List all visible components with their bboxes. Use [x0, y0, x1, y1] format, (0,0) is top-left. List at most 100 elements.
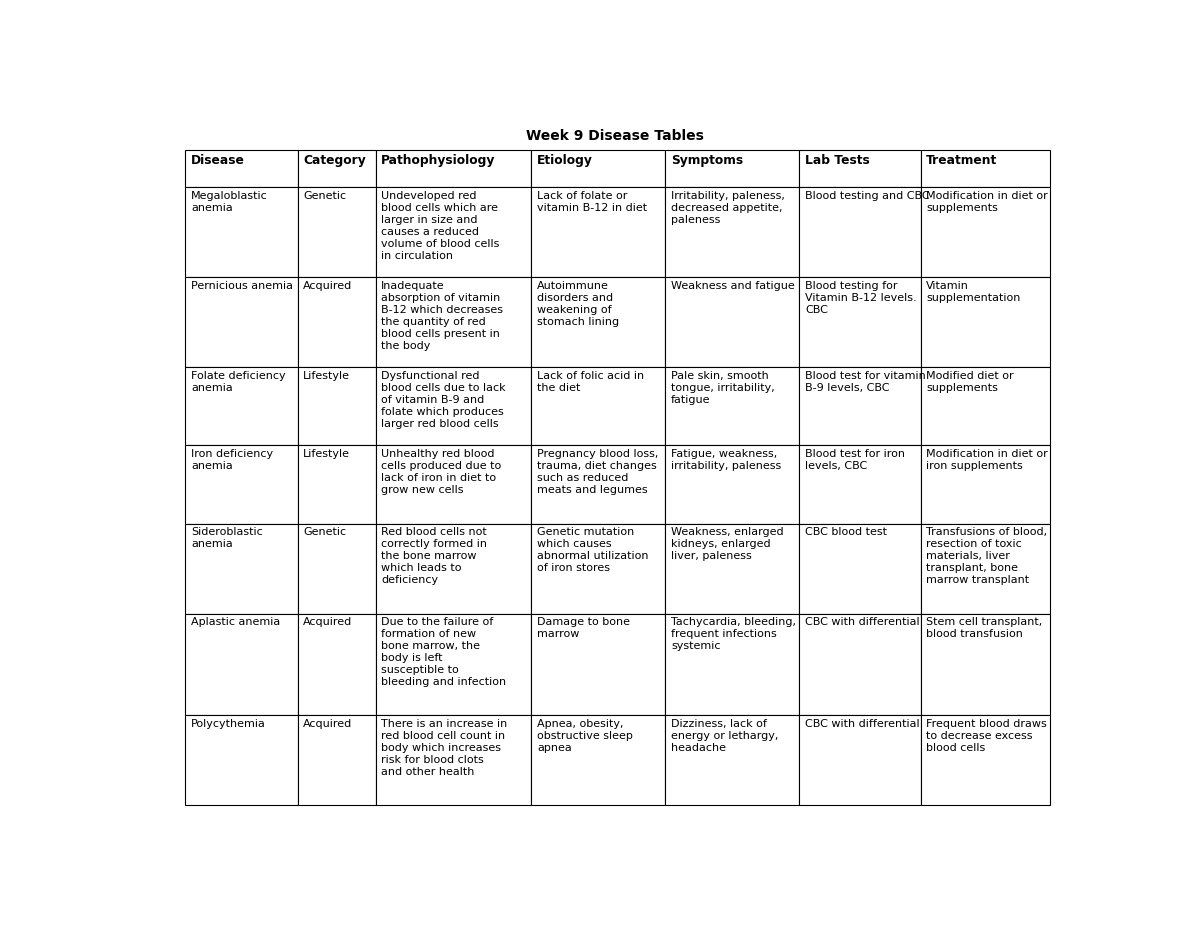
Bar — [920, 187, 1050, 277]
Bar — [298, 150, 376, 187]
Text: Disease: Disease — [191, 154, 245, 167]
Bar — [799, 187, 920, 277]
Text: Pernicious anemia: Pernicious anemia — [191, 281, 293, 291]
Bar — [920, 150, 1050, 187]
Text: Lab Tests: Lab Tests — [805, 154, 870, 167]
Bar — [298, 445, 376, 524]
Bar — [532, 367, 665, 445]
Bar — [298, 277, 376, 367]
Text: Due to the failure of
formation of new
bone marrow, the
body is left
susceptible: Due to the failure of formation of new b… — [382, 617, 506, 687]
Text: Inadequate
absorption of vitamin
B-12 which decreases
the quantity of red
blood : Inadequate absorption of vitamin B-12 wh… — [382, 281, 503, 350]
Bar — [799, 614, 920, 715]
Bar — [185, 524, 298, 614]
Bar — [799, 524, 920, 614]
Bar — [665, 277, 799, 367]
Text: Unhealthy red blood
cells produced due to
lack of iron in diet to
grow new cells: Unhealthy red blood cells produced due t… — [382, 449, 502, 495]
Text: Treatment: Treatment — [926, 154, 997, 167]
Text: Pathophysiology: Pathophysiology — [382, 154, 496, 167]
Text: There is an increase in
red blood cell count in
body which increases
risk for bl: There is an increase in red blood cell c… — [382, 718, 508, 777]
Text: Damage to bone
marrow: Damage to bone marrow — [536, 617, 630, 639]
Text: Modification in diet or
iron supplements: Modification in diet or iron supplements — [926, 449, 1048, 471]
Bar — [376, 614, 532, 715]
Text: Red blood cells not
correctly formed in
the bone marrow
which leads to
deficienc: Red blood cells not correctly formed in … — [382, 527, 487, 585]
Bar — [532, 614, 665, 715]
Bar — [665, 367, 799, 445]
Bar — [298, 187, 376, 277]
Bar — [185, 277, 298, 367]
Text: Blood test for vitamin
B-9 levels, CBC: Blood test for vitamin B-9 levels, CBC — [805, 371, 925, 392]
Bar — [185, 367, 298, 445]
Text: Irritability, paleness,
decreased appetite,
paleness: Irritability, paleness, decreased appeti… — [671, 191, 785, 224]
Text: Apnea, obesity,
obstructive sleep
apnea: Apnea, obesity, obstructive sleep apnea — [536, 718, 632, 753]
Text: Genetic: Genetic — [304, 191, 347, 201]
Bar — [665, 715, 799, 805]
Bar — [920, 367, 1050, 445]
Bar — [799, 445, 920, 524]
Bar — [665, 445, 799, 524]
Text: Blood testing and CBC: Blood testing and CBC — [805, 191, 930, 201]
Text: Lack of folic acid in
the diet: Lack of folic acid in the diet — [536, 371, 644, 392]
Bar — [376, 445, 532, 524]
Bar — [376, 277, 532, 367]
Bar — [532, 445, 665, 524]
Text: Pregnancy blood loss,
trauma, diet changes
such as reduced
meats and legumes: Pregnancy blood loss, trauma, diet chang… — [536, 449, 659, 495]
Bar — [665, 187, 799, 277]
Text: Acquired: Acquired — [304, 718, 353, 729]
Bar — [920, 445, 1050, 524]
Text: Frequent blood draws
to decrease excess
blood cells: Frequent blood draws to decrease excess … — [926, 718, 1046, 753]
Text: Weakness, enlarged
kidneys, enlarged
liver, paleness: Weakness, enlarged kidneys, enlarged liv… — [671, 527, 784, 561]
Text: Folate deficiency
anemia: Folate deficiency anemia — [191, 371, 286, 392]
Bar — [920, 614, 1050, 715]
Bar — [799, 277, 920, 367]
Text: Blood testing for
Vitamin B-12 levels.
CBC: Blood testing for Vitamin B-12 levels. C… — [805, 281, 917, 314]
Bar — [185, 715, 298, 805]
Bar — [532, 524, 665, 614]
Bar — [532, 277, 665, 367]
Bar — [376, 715, 532, 805]
Text: Weakness and fatigue: Weakness and fatigue — [671, 281, 794, 291]
Text: Polycythemia: Polycythemia — [191, 718, 265, 729]
Bar — [799, 150, 920, 187]
Text: Category: Category — [304, 154, 366, 167]
Text: Aplastic anemia: Aplastic anemia — [191, 617, 280, 627]
Bar — [376, 150, 532, 187]
Bar — [298, 367, 376, 445]
Bar — [376, 187, 532, 277]
Bar — [298, 715, 376, 805]
Bar — [185, 445, 298, 524]
Text: CBC with differential: CBC with differential — [805, 617, 919, 627]
Text: Blood test for iron
levels, CBC: Blood test for iron levels, CBC — [805, 449, 905, 471]
Text: Tachycardia, bleeding,
frequent infections
systemic: Tachycardia, bleeding, frequent infectio… — [671, 617, 796, 651]
Text: Genetic: Genetic — [304, 527, 347, 537]
Bar — [799, 367, 920, 445]
Bar — [185, 187, 298, 277]
Bar — [665, 614, 799, 715]
Bar — [376, 367, 532, 445]
Bar — [920, 277, 1050, 367]
Bar — [920, 715, 1050, 805]
Text: Modified diet or
supplements: Modified diet or supplements — [926, 371, 1014, 392]
Bar — [920, 524, 1050, 614]
Text: Megaloblastic
anemia: Megaloblastic anemia — [191, 191, 268, 212]
Bar — [185, 150, 298, 187]
Text: Lifestyle: Lifestyle — [304, 449, 350, 459]
Text: Sideroblastic
anemia: Sideroblastic anemia — [191, 527, 263, 549]
Text: Transfusions of blood,
resection of toxic
materials, liver
transplant, bone
marr: Transfusions of blood, resection of toxi… — [926, 527, 1048, 585]
Bar — [185, 614, 298, 715]
Text: CBC blood test: CBC blood test — [805, 527, 887, 537]
Text: Autoimmune
disorders and
weakening of
stomach lining: Autoimmune disorders and weakening of st… — [536, 281, 619, 326]
Bar — [376, 524, 532, 614]
Text: Lifestyle: Lifestyle — [304, 371, 350, 381]
Text: Genetic mutation
which causes
abnormal utilization
of iron stores: Genetic mutation which causes abnormal u… — [536, 527, 648, 573]
Text: Acquired: Acquired — [304, 617, 353, 627]
Text: CBC with differential: CBC with differential — [805, 718, 919, 729]
Text: Dysfunctional red
blood cells due to lack
of vitamin B-9 and
folate which produc: Dysfunctional red blood cells due to lac… — [382, 371, 506, 428]
Text: Fatigue, weakness,
irritability, paleness: Fatigue, weakness, irritability, palenes… — [671, 449, 781, 471]
Text: Symptoms: Symptoms — [671, 154, 743, 167]
Text: Iron deficiency
anemia: Iron deficiency anemia — [191, 449, 274, 471]
Text: Pale skin, smooth
tongue, irritability,
fatigue: Pale skin, smooth tongue, irritability, … — [671, 371, 775, 404]
Text: Undeveloped red
blood cells which are
larger in size and
causes a reduced
volume: Undeveloped red blood cells which are la… — [382, 191, 499, 260]
Text: Acquired: Acquired — [304, 281, 353, 291]
Bar — [799, 715, 920, 805]
Text: Vitamin
supplementation: Vitamin supplementation — [926, 281, 1020, 302]
